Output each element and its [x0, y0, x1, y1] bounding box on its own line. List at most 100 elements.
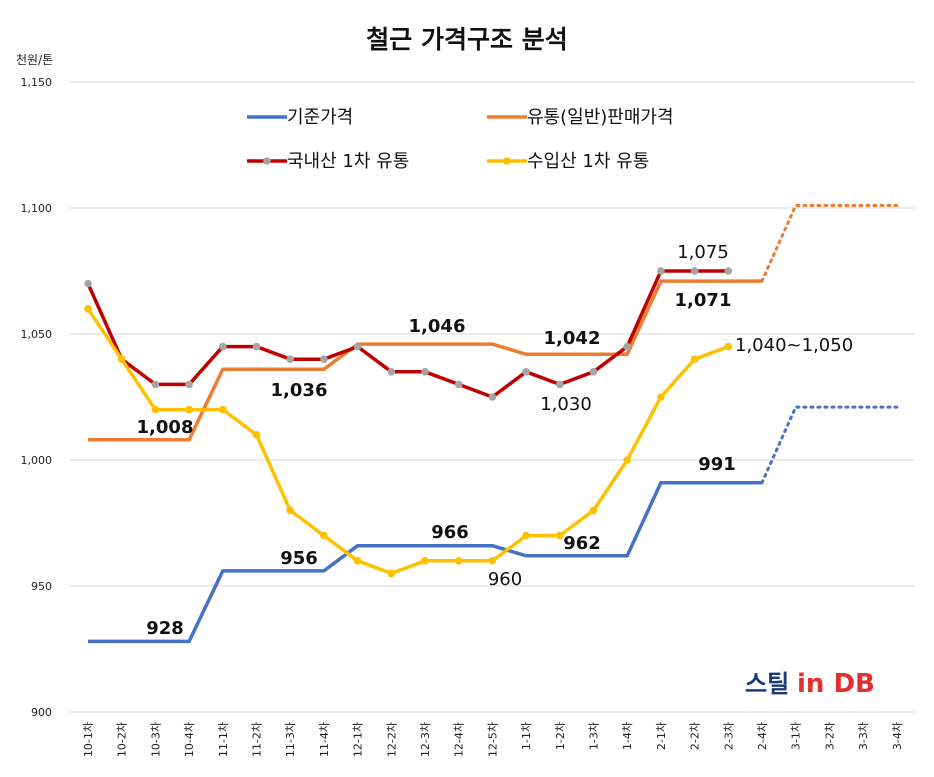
series-2-point	[454, 380, 463, 389]
series-3-point	[151, 405, 160, 414]
x-tick-label: 2-1차	[655, 722, 668, 750]
data-label: 1,036	[271, 380, 328, 401]
series-3-point	[387, 569, 396, 578]
series-3-point	[320, 531, 328, 540]
series-3-point	[286, 506, 295, 515]
x-tick-label: 10-2차	[116, 722, 129, 757]
watermark-text-2: in DB	[797, 669, 875, 699]
chart-title: 철근 가격구조 분석	[366, 25, 567, 54]
x-tick-label: 11-3차	[284, 722, 297, 757]
x-tick-label: 1-3차	[588, 722, 601, 750]
series-line-3	[86, 307, 729, 576]
y-tick-label: 1,050	[21, 328, 53, 341]
series-2-point	[623, 342, 631, 351]
x-tick-label: 10-3차	[149, 722, 162, 757]
series-2-point	[151, 380, 160, 389]
series-2-point	[252, 342, 261, 351]
series-2-point	[488, 393, 497, 401]
y-axis-unit-label: 천원/톤	[16, 52, 53, 67]
watermark-logo: 스틸 in DB	[745, 669, 875, 699]
x-tick-label: 12-4차	[453, 722, 466, 757]
x-tick-label: 3-3차	[857, 722, 870, 750]
legend-marker	[503, 157, 511, 165]
series-3-point	[488, 557, 497, 565]
data-label: 1,030	[540, 394, 592, 415]
x-tick-label: 11-1차	[217, 722, 230, 757]
series-projection-1	[760, 204, 899, 283]
series-3-point	[84, 305, 92, 313]
data-label: 1,046	[409, 316, 466, 337]
series-2-point	[286, 355, 295, 364]
series-3-point	[522, 531, 530, 540]
x-tick-label: 1-4차	[621, 722, 634, 750]
data-label: 1,075	[677, 242, 729, 263]
series-3-point	[117, 355, 126, 364]
y-tick-label: 1,150	[21, 76, 53, 89]
series-2-point	[320, 355, 328, 364]
x-tick-label: 3-2차	[823, 722, 836, 750]
data-label: 960	[488, 569, 522, 590]
x-tick-label: 3-4차	[891, 722, 904, 750]
series-2-point	[387, 368, 396, 376]
watermark-text-1: 스틸	[745, 670, 789, 698]
legend-label: 기준가격	[287, 107, 353, 128]
series-2-point	[185, 380, 193, 389]
series-3-point	[724, 342, 733, 351]
data-label: 966	[431, 522, 469, 543]
series-3-point	[185, 405, 193, 414]
series-line-2	[86, 269, 729, 399]
x-tick-label: 11-2차	[251, 722, 264, 757]
y-tick-label: 1,100	[21, 202, 53, 215]
data-label: 956	[280, 548, 318, 569]
legend-label: 국내산 1차 유통	[287, 151, 409, 172]
y-axis-ticks: 900 950 1,000 1,050 1,100 1,150	[21, 76, 53, 719]
y-tick-label: 900	[31, 706, 52, 719]
series-projection-0	[760, 405, 899, 485]
x-tick-label: 12-3차	[419, 722, 432, 757]
series-3-point	[556, 531, 564, 540]
data-label: 1,071	[675, 290, 732, 311]
series-3-point	[657, 393, 665, 401]
x-tick-label: 2-2차	[689, 722, 702, 750]
x-tick-label: 10-1차	[82, 722, 95, 757]
series-3-point	[219, 405, 227, 414]
series-2-point	[421, 368, 429, 376]
x-tick-label: 2-3차	[722, 722, 735, 750]
series-2-point	[556, 380, 564, 389]
series-3-point	[589, 506, 598, 515]
x-tick-label: 1-2차	[554, 722, 567, 750]
series-line-1	[88, 279, 762, 442]
series-3-point	[623, 456, 631, 464]
y-tick-label: 950	[31, 580, 52, 593]
series-3-point	[454, 557, 463, 565]
series-line-0	[88, 480, 762, 644]
series-lines	[84, 204, 899, 644]
y-tick-label: 1,000	[21, 454, 53, 467]
x-tick-label: 12-2차	[385, 722, 398, 757]
series-3-point	[690, 355, 699, 364]
data-label: 962	[563, 533, 601, 554]
series-2-point	[84, 279, 92, 288]
data-label: 928	[146, 618, 184, 639]
x-tick-label: 2-4차	[756, 722, 769, 750]
x-tick-label: 11-4차	[318, 722, 331, 757]
data-label: 1,040~1,050	[735, 335, 853, 356]
data-label: 1,042	[544, 328, 601, 349]
series-2-point	[589, 368, 598, 376]
x-tick-label: 12-1차	[352, 722, 365, 757]
series-3-point	[421, 557, 429, 565]
series-2-point	[522, 368, 530, 376]
series-3-point	[353, 557, 362, 565]
data-label: 1,008	[137, 417, 194, 438]
x-tick-label: 3-1차	[790, 722, 803, 750]
series-2-point	[690, 267, 699, 275]
legend-marker	[263, 157, 271, 165]
data-label: 991	[698, 454, 736, 475]
series-2-point	[219, 342, 227, 351]
series-2-point	[657, 267, 665, 275]
data-labels: 928 1,008 956 1,036 966 1,046 960 962 1,030 1,042…	[137, 242, 854, 639]
series-3-point	[252, 431, 261, 439]
legend-label: 수입산 1차 유통	[527, 151, 649, 172]
